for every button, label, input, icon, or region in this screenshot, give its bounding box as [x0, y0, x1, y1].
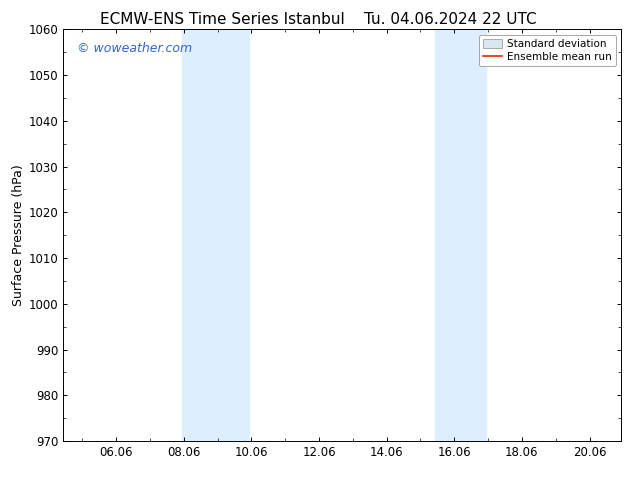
Y-axis label: Surface Pressure (hPa): Surface Pressure (hPa)	[11, 164, 25, 306]
Bar	[182, 29, 249, 441]
Text: Tu. 04.06.2024 22 UTC: Tu. 04.06.2024 22 UTC	[364, 12, 536, 27]
Text: © woweather.com: © woweather.com	[77, 42, 193, 55]
Bar	[436, 29, 486, 441]
Text: ECMW-ENS Time Series Istanbul: ECMW-ENS Time Series Istanbul	[100, 12, 344, 27]
Legend: Standard deviation, Ensemble mean run: Standard deviation, Ensemble mean run	[479, 35, 616, 66]
